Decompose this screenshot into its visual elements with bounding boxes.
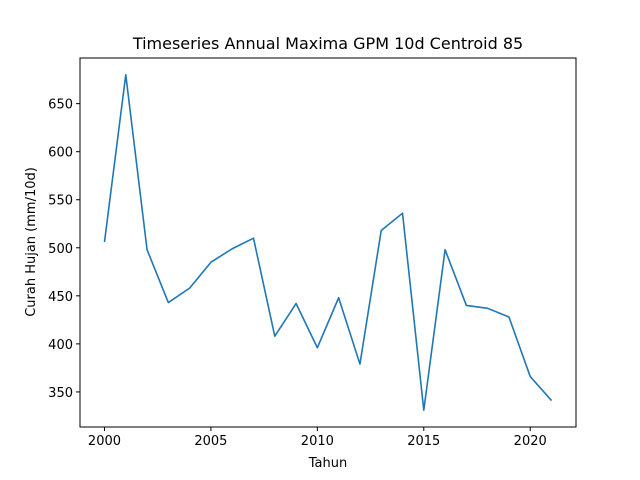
chart-title: Timeseries Annual Maxima GPM 10d Centroi… — [132, 34, 523, 53]
data-point — [380, 230, 382, 232]
x-axis-label: Tahun — [308, 456, 347, 471]
data-point — [231, 248, 233, 250]
y-tick-label: 400 — [48, 338, 73, 353]
x-axis-ticks: 2000 2005 2010 2015 2020 — [88, 427, 547, 449]
data-point — [508, 316, 510, 318]
y-axis-ticks: 350 400 450 500 550 600 650 — [48, 98, 80, 401]
y-tick-label: 350 — [48, 386, 73, 401]
plot-area — [80, 58, 576, 427]
data-point — [551, 400, 553, 402]
data-point — [253, 237, 255, 239]
data-point — [168, 302, 170, 304]
x-tick-label: 2020 — [514, 434, 547, 449]
y-axis-label: Curah Hujan (mm/10d) — [24, 167, 39, 317]
x-tick-label: 2010 — [301, 434, 334, 449]
data-point — [423, 409, 425, 411]
data-point — [274, 335, 276, 337]
plot-frame — [79, 57, 577, 428]
y-tick-label: 550 — [48, 194, 73, 209]
y-tick-label: 500 — [48, 242, 73, 257]
x-tick-label: 2005 — [194, 434, 227, 449]
data-point — [338, 297, 340, 299]
data-point — [210, 261, 212, 263]
y-tick-label: 450 — [48, 290, 73, 305]
data-point — [295, 303, 297, 305]
data-point — [487, 308, 489, 310]
data-point — [402, 212, 404, 214]
data-point — [359, 363, 361, 365]
data-point — [466, 305, 468, 307]
data-point — [317, 347, 319, 349]
data-point — [444, 249, 446, 251]
data-point — [146, 249, 148, 251]
data-point — [529, 376, 531, 378]
data-point — [104, 241, 106, 243]
y-tick-label: 650 — [48, 98, 73, 113]
y-tick-label: 600 — [48, 146, 73, 161]
x-tick-label: 2015 — [407, 434, 440, 449]
data-point — [125, 74, 127, 76]
series-layer — [103, 74, 553, 411]
data-point — [189, 287, 191, 289]
series-line — [103, 74, 553, 411]
x-tick-label: 2000 — [88, 434, 121, 449]
